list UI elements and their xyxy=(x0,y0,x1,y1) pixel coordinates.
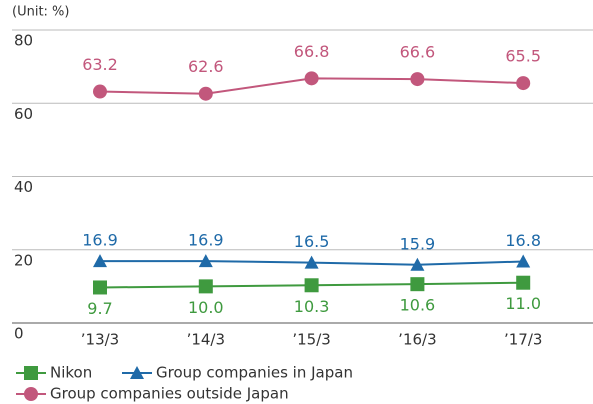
point xyxy=(198,279,213,294)
point xyxy=(93,254,107,268)
data-label: 9.7 xyxy=(87,299,112,318)
point xyxy=(198,86,213,101)
data-label: 16.8 xyxy=(505,231,541,250)
data-label: 66.8 xyxy=(294,42,330,61)
point xyxy=(304,255,319,269)
point xyxy=(93,280,107,295)
data-label: 16.9 xyxy=(82,231,118,250)
data-label: 62.6 xyxy=(188,57,224,76)
point xyxy=(410,257,425,271)
point xyxy=(304,278,319,293)
data-label: 65.5 xyxy=(505,47,541,66)
point xyxy=(516,275,531,290)
point xyxy=(198,254,213,268)
point xyxy=(93,84,107,99)
x-tick-label: ’16/3 xyxy=(398,331,436,349)
legend-marker xyxy=(24,366,38,380)
point xyxy=(410,72,425,87)
x-tick-label: ’17/3 xyxy=(504,331,542,349)
y-tick-label: 80 xyxy=(14,32,33,50)
point xyxy=(304,71,319,86)
point xyxy=(516,254,531,268)
data-label: 63.2 xyxy=(82,55,118,74)
data-label: 16.9 xyxy=(188,231,224,250)
x-tick-label: ’15/3 xyxy=(292,331,330,349)
y-tick-label: 60 xyxy=(14,105,33,123)
data-label: 10.0 xyxy=(188,298,224,317)
legend-label: Nikon xyxy=(50,364,92,382)
point xyxy=(410,277,425,292)
data-label: 66.6 xyxy=(400,43,436,62)
data-label: 10.3 xyxy=(294,297,330,316)
legend-label: Group companies in Japan xyxy=(156,364,353,382)
data-label: 15.9 xyxy=(400,234,436,253)
x-tick-label: ’14/3 xyxy=(187,331,225,349)
y-tick-label: 40 xyxy=(14,178,33,196)
point xyxy=(516,76,531,91)
legend-marker xyxy=(24,387,38,401)
y-tick-label: 0 xyxy=(14,325,24,343)
legend-label: Group companies outside Japan xyxy=(50,385,289,403)
y-axis-label: (Unit: %) xyxy=(12,5,69,20)
data-label: 16.5 xyxy=(294,232,330,251)
data-label: 10.6 xyxy=(400,296,436,315)
data-label: 11.0 xyxy=(505,294,541,313)
y-tick-label: 20 xyxy=(14,251,33,269)
legend-marker xyxy=(130,366,144,379)
x-tick-label: ’13/3 xyxy=(81,331,119,349)
